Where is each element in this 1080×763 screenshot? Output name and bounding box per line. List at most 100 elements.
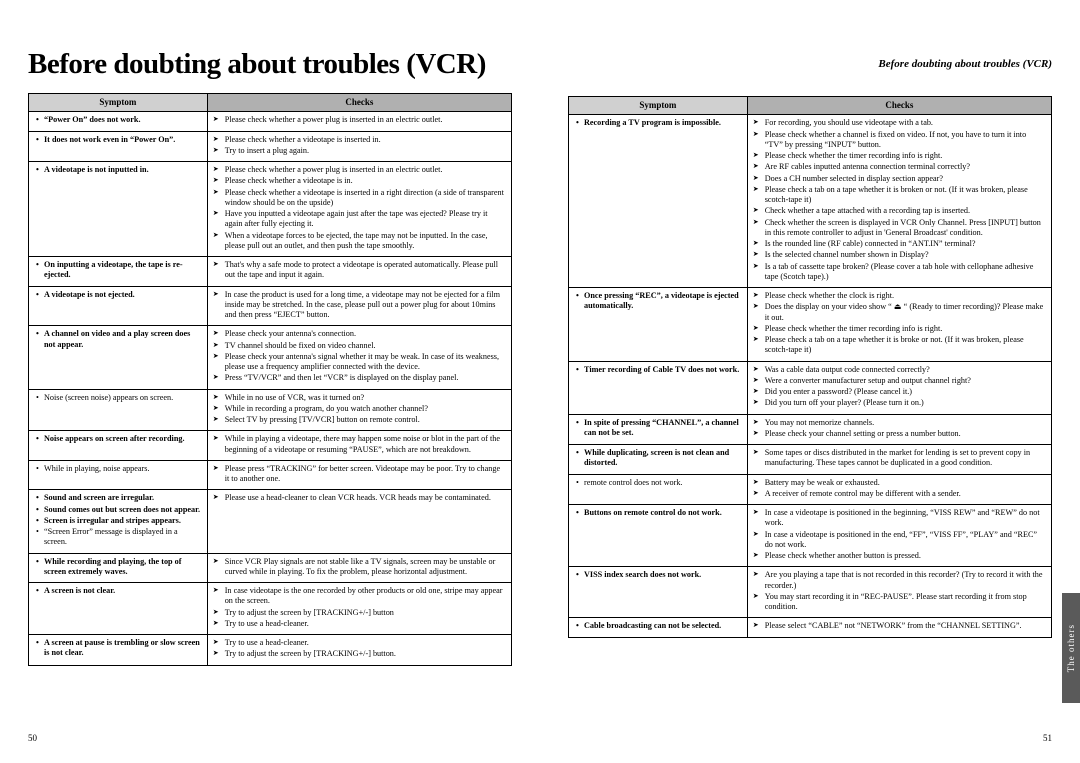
check-item: Have you inputted a videotape again just… bbox=[213, 209, 506, 230]
symptom-cell: In spite of pressing “CHANNEL”, a channe… bbox=[569, 414, 748, 445]
symptom-cell: A screen is not clear. bbox=[29, 583, 208, 635]
symptom-cell: VISS index search does not work. bbox=[569, 567, 748, 618]
check-item: Please check a tab on a tape whether it … bbox=[753, 335, 1046, 356]
checks-cell: Please select “CABLE” not “NETWORK” from… bbox=[747, 618, 1051, 637]
check-item: In case a videotape is positioned in the… bbox=[753, 508, 1046, 529]
symptom-item: While recording and playing, the top of … bbox=[34, 557, 202, 578]
page-right: Before doubting about troubles (VCR) Sym… bbox=[540, 0, 1080, 763]
check-item: You may not memorize channels. bbox=[753, 418, 1046, 428]
check-item: Please check your antenna's signal wheth… bbox=[213, 352, 506, 373]
checks-cell: Are you playing a tape that is not recor… bbox=[747, 567, 1051, 618]
symptom-item: A channel on video and a play screen doe… bbox=[34, 329, 202, 350]
symptom-cell: A videotape is not ejected. bbox=[29, 286, 208, 326]
check-item: Please press “TRACKING” for better scree… bbox=[213, 464, 506, 485]
check-item: Please check whether a power plug is ins… bbox=[213, 115, 506, 125]
check-item: Try to insert a plug again. bbox=[213, 146, 506, 156]
page-title: Before doubting about troubles (VCR) bbox=[28, 48, 512, 81]
symptom-cell: “Power On” does not work. bbox=[29, 112, 208, 131]
symptom-item: remote control does not work. bbox=[574, 478, 742, 488]
table-row: Sound and screen are irregular. Sound com… bbox=[29, 490, 512, 553]
page-number-right: 51 bbox=[1043, 733, 1052, 743]
checks-cell: While in no use of VCR, was it turned on… bbox=[207, 389, 511, 431]
check-item: While in no use of VCR, was it turned on… bbox=[213, 393, 506, 403]
checks-cell: For recording, you should use videotape … bbox=[747, 115, 1051, 288]
table-row: VISS index search does not work. Are you … bbox=[569, 567, 1052, 618]
check-item: Press “TV/VCR” and then let “VCR” is dis… bbox=[213, 373, 506, 383]
check-item: Please check whether a videotape is in. bbox=[213, 176, 506, 186]
check-item: Please check your antenna's connection. bbox=[213, 329, 506, 339]
symptom-cell: Cable broadcasting can not be selected. bbox=[569, 618, 748, 637]
table-row: Timer recording of Cable TV does not wor… bbox=[569, 361, 1052, 414]
symptom-item: It does not work even in “Power On”. bbox=[34, 135, 202, 145]
col-header-symptom: Symptom bbox=[29, 94, 208, 112]
symptom-item: While in playing, noise appears. bbox=[34, 464, 202, 474]
check-item: Since VCR Play signals are not stable li… bbox=[213, 557, 506, 578]
table-row: Once pressing “REC”, a videotape is ejec… bbox=[569, 288, 1052, 362]
table-row: It does not work even in “Power On”.Plea… bbox=[29, 131, 512, 162]
checks-cell: That's why a safe mode to protect a vide… bbox=[207, 257, 511, 287]
table-row: “Power On” does not work. Please check wh… bbox=[29, 112, 512, 131]
table-row: On inputting a videotape, the tape is re… bbox=[29, 257, 512, 287]
checks-cell: You may not memorize channels.Please che… bbox=[747, 414, 1051, 445]
checks-cell: Some tapes or discs distributed in the m… bbox=[747, 445, 1051, 475]
checks-cell: Battery may be weak or exhausted.A recei… bbox=[747, 474, 1051, 505]
symptom-cell: While in playing, noise appears. bbox=[29, 460, 208, 490]
table-row: remote control does not work. Battery may… bbox=[569, 474, 1052, 505]
checks-cell: Was a cable data output code connected c… bbox=[747, 361, 1051, 414]
check-item: A receiver of remote control may be diff… bbox=[753, 489, 1046, 499]
symptom-cell: Buttons on remote control do not work. bbox=[569, 505, 748, 567]
check-item: Please check whether a power plug is ins… bbox=[213, 165, 506, 175]
checks-cell: Please check your antenna's connection.T… bbox=[207, 326, 511, 389]
symptom-item: A screen is not clear. bbox=[34, 586, 202, 596]
table-row: Cable broadcasting can not be selected.P… bbox=[569, 618, 1052, 637]
col-header-symptom: Symptom bbox=[569, 97, 748, 115]
table-row: Buttons on remote control do not work.In… bbox=[569, 505, 1052, 567]
check-item: In case videotape is the one recorded by… bbox=[213, 586, 506, 607]
symptom-item: Timer recording of Cable TV does not wor… bbox=[574, 365, 742, 375]
symptom-cell: A screen at pause is trembling or slow s… bbox=[29, 635, 208, 666]
checks-cell: In case the product is used for a long t… bbox=[207, 286, 511, 326]
symptom-cell: A channel on video and a play screen doe… bbox=[29, 326, 208, 389]
symptom-item: A videotape is not inputted in. bbox=[34, 165, 202, 175]
checks-cell: Please check whether a power plug is ins… bbox=[207, 112, 511, 131]
table-row: While duplicating, screen is not clean a… bbox=[569, 445, 1052, 475]
table-row: A screen at pause is trembling or slow s… bbox=[29, 635, 512, 666]
checks-cell: In case videotape is the one recorded by… bbox=[207, 583, 511, 635]
symptom-cell: Noise appears on screen after recording. bbox=[29, 431, 208, 461]
check-item: Did you turn off your player? (Please tu… bbox=[753, 398, 1046, 408]
page-number-left: 50 bbox=[28, 733, 37, 743]
symptom-item: Sound comes out but screen does not appe… bbox=[34, 505, 202, 515]
check-item: Try to use a head-cleaner. bbox=[213, 638, 506, 648]
check-item: Battery may be weak or exhausted. bbox=[753, 478, 1046, 488]
symptom-item: A screen at pause is trembling or slow s… bbox=[34, 638, 202, 659]
symptom-item: Sound and screen are irregular. bbox=[34, 493, 202, 503]
side-tab: The others bbox=[1062, 593, 1080, 703]
symptom-cell: Once pressing “REC”, a videotape is ejec… bbox=[569, 288, 748, 362]
table-row: A channel on video and a play screen doe… bbox=[29, 326, 512, 389]
check-item: Check whether the screen is displayed in… bbox=[753, 218, 1046, 239]
check-item: That's why a safe mode to protect a vide… bbox=[213, 260, 506, 281]
check-item: Does the display on your video show “ ⏏ … bbox=[753, 302, 1046, 323]
symptom-item: Noise (screen noise) appears on screen. bbox=[34, 393, 202, 403]
check-item: Try to use a head-cleaner. bbox=[213, 619, 506, 629]
checks-cell: Since VCR Play signals are not stable li… bbox=[207, 553, 511, 583]
symptom-cell: While recording and playing, the top of … bbox=[29, 553, 208, 583]
page-spread: Before doubting about troubles (VCR) Sym… bbox=[0, 0, 1080, 763]
col-header-checks: Checks bbox=[207, 94, 511, 112]
check-item: Is the rounded line (RF cable) connected… bbox=[753, 239, 1046, 249]
check-item: Please check whether the timer recording… bbox=[753, 151, 1046, 161]
table-row: Noise (screen noise) appears on screen. W… bbox=[29, 389, 512, 431]
checks-cell: In case a videotape is positioned in the… bbox=[747, 505, 1051, 567]
table-row: While recording and playing, the top of … bbox=[29, 553, 512, 583]
troubleshoot-table-left: Symptom Checks “Power On” does not work.… bbox=[28, 93, 512, 666]
symptom-item: On inputting a videotape, the tape is re… bbox=[34, 260, 202, 281]
symptom-item: VISS index search does not work. bbox=[574, 570, 742, 580]
table-row: A screen is not clear. In case videotape … bbox=[29, 583, 512, 635]
check-item: Please check a tab on a tape whether it … bbox=[753, 185, 1046, 206]
check-item: For recording, you should use videotape … bbox=[753, 118, 1046, 128]
check-item: Check whether a tape attached with a rec… bbox=[753, 206, 1046, 216]
symptom-item: Recording a TV program is impossible. bbox=[574, 118, 742, 128]
symptom-item: A videotape is not ejected. bbox=[34, 290, 202, 300]
symptom-cell: Noise (screen noise) appears on screen. bbox=[29, 389, 208, 431]
page-left: Before doubting about troubles (VCR) Sym… bbox=[0, 0, 540, 763]
